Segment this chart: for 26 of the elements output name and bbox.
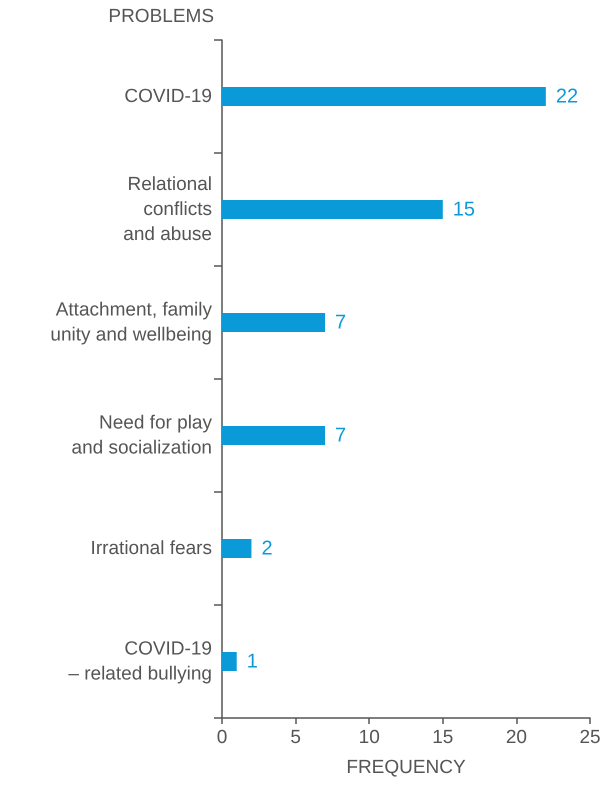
y-tick-label: Irrational fears [90,538,212,559]
data-label: 2 [261,538,273,560]
y-tick-label: Attachment, family unity and wellbeing [50,300,212,346]
x-tick-label: 5 [290,727,301,748]
data-label: 7 [335,424,346,446]
bar [222,313,326,332]
y-axis-title: PROBLEMS [108,6,214,27]
bar [222,200,443,219]
data-label: 22 [556,86,578,108]
data-label: 15 [452,198,476,220]
y-tick-label: Relational conflicts and abuse [123,174,212,245]
x-tick-label: 20 [506,727,527,748]
y-tick-label: COVID-19 – related bullying [68,638,212,684]
bar [222,426,326,445]
y-tick-label: COVID-19 [124,86,212,107]
data-label: 1 [246,650,258,672]
x-tick-label: 25 [579,727,601,748]
bar [222,539,252,558]
x-tick-label: 10 [358,727,380,748]
data-label: 7 [335,312,346,334]
bar [222,87,546,106]
bar [222,652,237,671]
x-tick-label: 0 [216,727,228,748]
y-tick-label: Need for play and socialization [72,412,212,458]
x-axis-title: FREQUENCY [346,757,466,778]
x-tick-label: 15 [432,727,454,748]
